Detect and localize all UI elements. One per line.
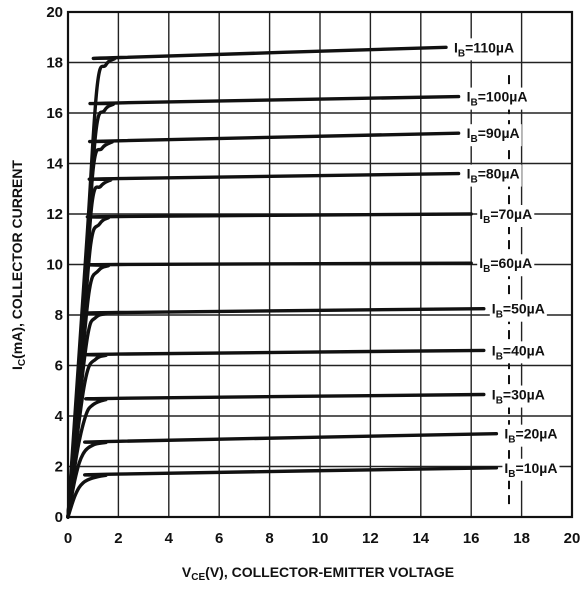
y-tick-label: 12 — [46, 206, 63, 223]
x-tick-label: 8 — [265, 530, 273, 547]
curve-label-ib-20: IB=20µA — [502, 424, 560, 447]
curve-labels: IB=10µA IB=20µA IB=30µA IB=40µA IB=50µA IB=60… — [452, 38, 560, 481]
y-tick-label: 8 — [55, 307, 63, 324]
x-tick-label: 14 — [412, 530, 429, 547]
svg-text:IB=60µA: IB=60µA — [479, 255, 532, 275]
y-tick-label: 2 — [55, 459, 63, 476]
x-tick-label: 18 — [513, 530, 530, 547]
curve-label-ib-100: IB=100µA — [464, 87, 530, 110]
plot-frame — [66, 10, 574, 519]
y-tick-label: 20 — [46, 4, 63, 21]
x-tick-label: 4 — [165, 530, 174, 547]
curve-ib-90 — [66, 131, 461, 519]
curve-label-ib-30: IB=30µA — [489, 385, 547, 408]
curve-ib-20 — [66, 432, 499, 519]
y-tick-label: 10 — [46, 257, 63, 274]
x-tick-label: 20 — [564, 530, 581, 547]
svg-text:IB=100µA: IB=100µA — [467, 89, 528, 109]
curves — [66, 45, 499, 519]
x-tick-label: 16 — [463, 530, 480, 547]
y-tick-label: 18 — [46, 55, 63, 72]
x-tick-label: 10 — [312, 530, 329, 547]
curve-ib-110 — [66, 45, 448, 519]
svg-text:IB=70µA: IB=70µA — [479, 206, 532, 226]
curve-label-ib-60: IB=60µA — [477, 254, 535, 277]
svg-text:IB=90µA: IB=90µA — [467, 125, 520, 145]
x-axis-title: VCE(V), COLLECTOR-EMITTER VOLTAGE — [182, 564, 454, 583]
y-axis-title: IC(mA), COLLECTOR CURRENT — [9, 160, 28, 370]
curve-label-ib-110: IB=110µA — [452, 38, 517, 61]
svg-text:IB=50µA: IB=50µA — [492, 301, 545, 321]
y-tick-label: 4 — [55, 408, 64, 425]
y-tick-label: 16 — [46, 105, 63, 122]
svg-text:IB=10µA: IB=10µA — [504, 460, 557, 480]
curve-label-ib-40: IB=40µA — [489, 341, 547, 364]
curve-label-ib-50: IB=50µA — [489, 299, 547, 322]
y-tick-label: 14 — [46, 156, 63, 173]
curve-label-ib-80: IB=80µA — [464, 164, 522, 187]
x-tick-label: 0 — [64, 530, 72, 547]
curve-label-ib-90: IB=90µA — [464, 124, 522, 147]
curve-ib-30 — [66, 392, 486, 519]
curve-ib-100 — [66, 94, 461, 519]
curve-ib-10 — [66, 466, 499, 519]
curve-label-ib-10: IB=10µA — [502, 458, 560, 481]
y-tick-labels: 0 2 4 6 8 10 12 14 16 18 20 — [46, 4, 63, 526]
x-tick-labels: 0 2 4 6 8 10 12 14 16 18 20 — [64, 530, 581, 547]
curve-ib-80 — [66, 171, 461, 519]
svg-text:IB=80µA: IB=80µA — [467, 166, 520, 186]
svg-text:IB=110µA: IB=110µA — [454, 39, 514, 59]
y-tick-label: 6 — [55, 358, 63, 375]
svg-text:IB=20µA: IB=20µA — [504, 426, 557, 446]
y-tick-label: 0 — [55, 509, 63, 526]
curve-label-ib-70: IB=70µA — [477, 205, 535, 227]
x-tick-label: 12 — [362, 530, 379, 547]
x-tick-label: 6 — [215, 530, 223, 547]
x-tick-label: 2 — [114, 530, 122, 547]
svg-text:IB=40µA: IB=40µA — [492, 342, 545, 362]
svg-text:IB=30µA: IB=30µA — [492, 387, 545, 407]
